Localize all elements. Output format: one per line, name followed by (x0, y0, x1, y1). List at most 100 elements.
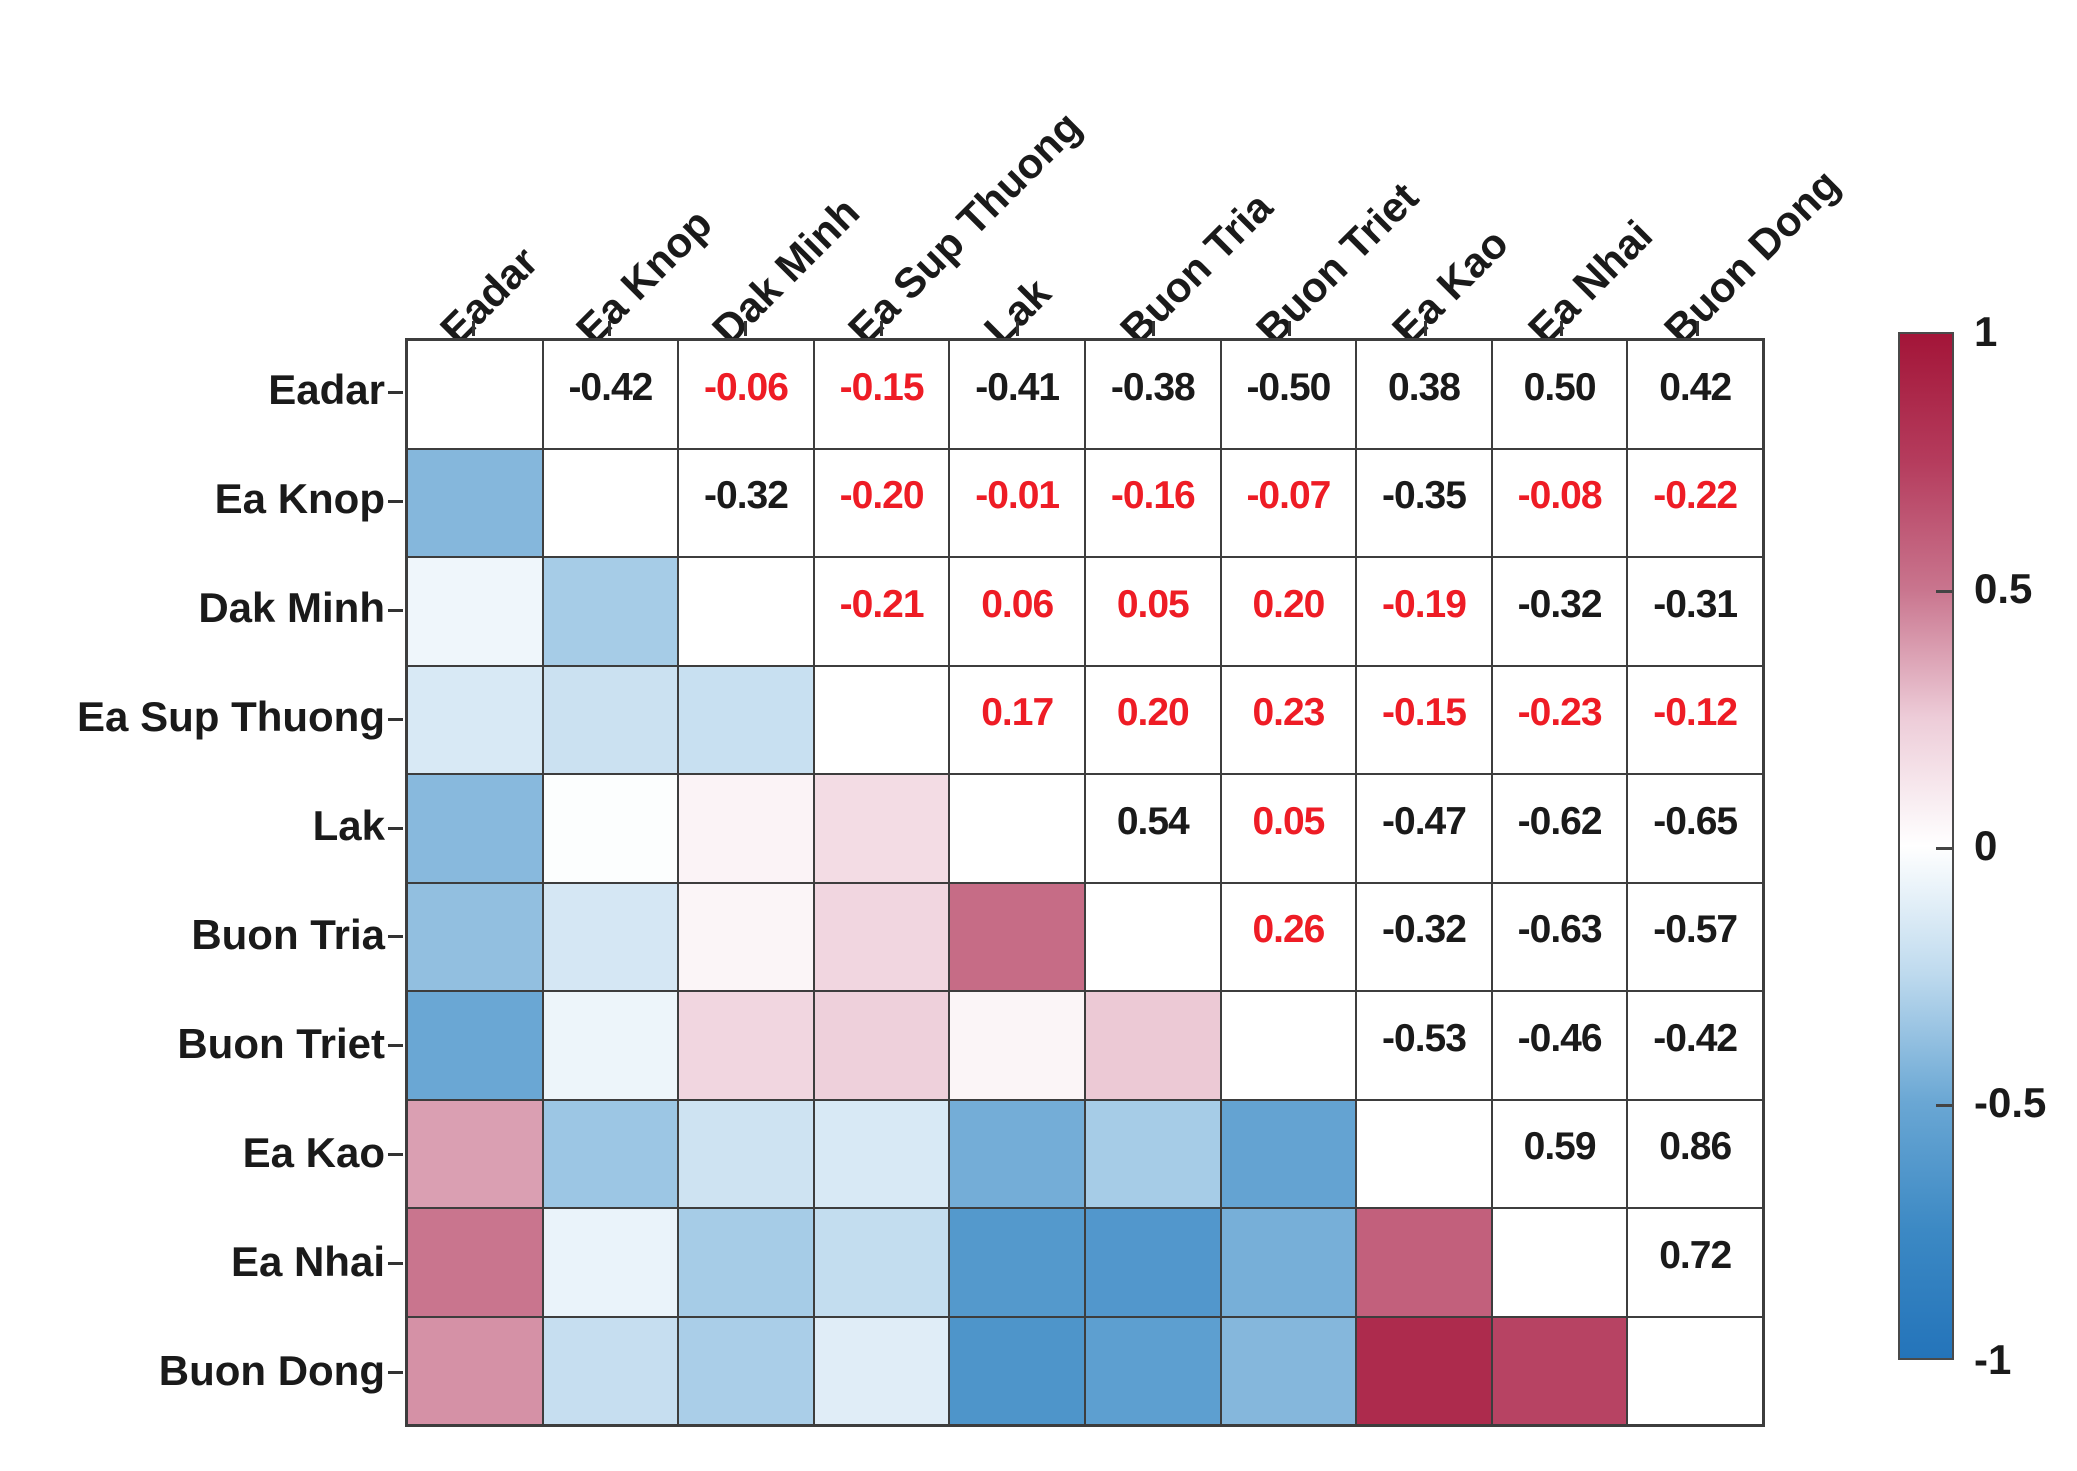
row-label-ea-knop: Ea Knop (214, 475, 385, 523)
correlation-value: -0.07 (1246, 474, 1331, 518)
color-cell (1086, 1209, 1220, 1316)
column-label-buon-dong: Buon Dong (1655, 160, 1849, 354)
color-cell (814, 992, 949, 1099)
correlation-value: -0.01 (975, 474, 1060, 518)
color-cell (1221, 1317, 1356, 1424)
color-cell (1086, 992, 1220, 1099)
top-axis-tick (607, 321, 611, 336)
correlation-value: 0.72 (1659, 1233, 1732, 1277)
value-cell: -0.32 (1357, 883, 1491, 990)
value-cell: -0.22 (1628, 449, 1762, 556)
correlation-value: -0.32 (1382, 908, 1467, 952)
colorbar-tick-label: 1 (1974, 308, 1998, 355)
diagonal-cell (1221, 992, 1356, 1099)
correlation-value: -0.19 (1382, 582, 1467, 626)
value-cell: -0.42 (543, 341, 678, 448)
value-cell: 0.26 (1221, 883, 1356, 990)
value-cell: -0.21 (814, 558, 949, 665)
correlation-value: 0.50 (1523, 365, 1597, 409)
correlation-value: -0.21 (839, 582, 925, 626)
color-cell (950, 1100, 1084, 1207)
correlation-value: -0.41 (975, 365, 1060, 409)
value-cell: -0.12 (1628, 666, 1762, 773)
correlation-value: -0.15 (839, 365, 925, 409)
column-label-eadar: Eadar (431, 237, 547, 354)
color-cell (679, 992, 813, 1099)
value-cell: 0.05 (1086, 558, 1220, 665)
correlation-value: -0.16 (1110, 474, 1196, 518)
color-cell (814, 883, 949, 990)
value-cell: 0.59 (1492, 1100, 1627, 1207)
top-axis-tick (471, 321, 475, 336)
correlation-value: -0.42 (568, 365, 653, 409)
row-label-ea-sup-thuong: Ea Sup Thuong (77, 693, 385, 741)
correlation-value: -0.31 (1653, 582, 1738, 626)
value-cell: -0.57 (1628, 883, 1762, 990)
diagonal-cell (679, 558, 813, 665)
column-label-ea-kao: Ea Kao (1383, 219, 1517, 354)
value-cell: -0.65 (1628, 775, 1762, 882)
color-cell (543, 1209, 678, 1316)
color-cell (1357, 1317, 1491, 1424)
value-cell: -0.31 (1628, 558, 1762, 665)
top-axis-tick (743, 321, 747, 336)
correlation-value: -0.32 (704, 474, 789, 518)
value-cell: 0.23 (1221, 666, 1356, 773)
value-cell: -0.38 (1086, 341, 1220, 448)
correlation-value: -0.46 (1517, 1016, 1603, 1060)
color-cell (679, 1100, 813, 1207)
colorbar-notch (1936, 589, 1952, 593)
top-axis-tick (1559, 321, 1563, 336)
correlation-value: -0.08 (1517, 474, 1603, 518)
column-label-ea-knop: Ea Knop (567, 199, 721, 354)
color-cell (1221, 1100, 1356, 1207)
correlation-value: 0.42 (1659, 365, 1732, 409)
left-axis-tick (388, 608, 403, 612)
color-cell (408, 1317, 542, 1424)
column-label-ea-nhai: Ea Nhai (1519, 211, 1662, 354)
color-cell (543, 775, 678, 882)
correlation-value: 0.59 (1523, 1125, 1597, 1169)
correlation-value: -0.50 (1246, 365, 1331, 409)
value-cell: -0.63 (1492, 883, 1627, 990)
row-label-buon-tria: Buon Tria (191, 911, 385, 959)
color-cell (950, 1317, 1084, 1424)
value-cell: 0.20 (1221, 558, 1356, 665)
value-cell: -0.46 (1492, 992, 1627, 1099)
diagonal-cell (408, 341, 542, 448)
color-cell (814, 1317, 949, 1424)
left-axis-tick (388, 1153, 403, 1157)
diagonal-cell (1628, 1317, 1762, 1424)
correlation-value: 0.26 (1252, 908, 1325, 952)
correlation-value: -0.47 (1382, 799, 1467, 843)
color-cell (543, 558, 678, 665)
colorbar-tick-label: -0.5 (1974, 1079, 2047, 1126)
color-cell (408, 883, 542, 990)
column-label-dak-minh: Dak Minh (703, 188, 869, 354)
top-axis-tick (1287, 321, 1291, 336)
correlation-value: -0.65 (1653, 799, 1738, 843)
color-cell (1221, 1209, 1356, 1316)
correlation-value: 0.17 (981, 691, 1054, 735)
correlation-value: -0.22 (1653, 474, 1738, 518)
value-cell: -0.62 (1492, 775, 1627, 882)
value-cell: -0.53 (1357, 992, 1491, 1099)
left-axis-tick (388, 1371, 403, 1375)
correlation-value: -0.23 (1517, 691, 1603, 735)
correlation-value: -0.57 (1653, 908, 1738, 952)
value-cell: -0.07 (1221, 449, 1356, 556)
top-axis-tick (1151, 321, 1155, 336)
top-axis-tick (1695, 321, 1699, 336)
diagonal-cell (1357, 1100, 1491, 1207)
color-cell (1086, 1317, 1220, 1424)
color-cell (1492, 1317, 1627, 1424)
color-cell (408, 775, 542, 882)
correlation-value: 0.20 (1116, 691, 1190, 735)
color-cell (679, 666, 813, 773)
value-cell: -0.41 (950, 341, 1084, 448)
colorbar-tick-label: 0.5 (1974, 565, 2033, 612)
value-cell: 0.20 (1086, 666, 1220, 773)
color-cell (543, 883, 678, 990)
value-cell: -0.23 (1492, 666, 1627, 773)
left-axis-tick (388, 1262, 403, 1266)
